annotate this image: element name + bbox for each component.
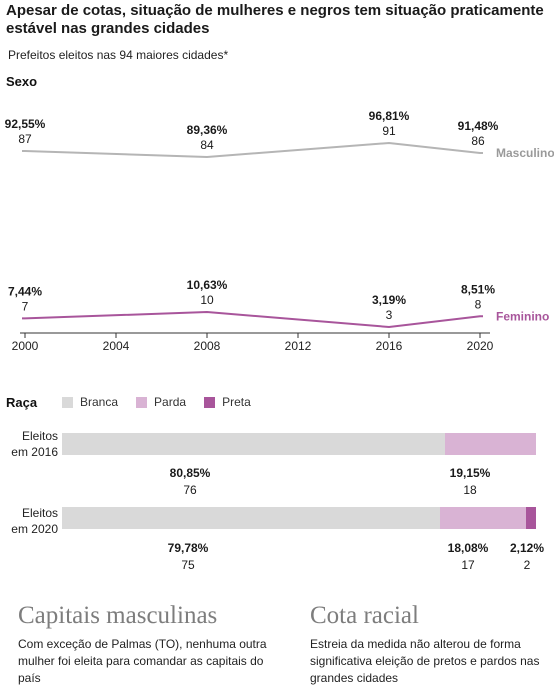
footer-right-text: Estreia da medida não alterou de forma s… xyxy=(310,637,540,685)
data-label-count-masculino-2016: 91 xyxy=(382,124,396,138)
chart-title: Apesar de cotas, situação de mulheres e … xyxy=(6,2,544,37)
bar-label-2020-preta-count: 2 xyxy=(523,558,531,572)
bar-label-2016-branca-pct: 80,85% xyxy=(169,466,211,480)
sex-line-chart: 2000 2004 2008 2012 2016 202092,55%8789,36%84… xyxy=(5,109,554,353)
data-label-pct-masculino-2000: 92,55% xyxy=(5,117,46,131)
data-label-count-feminino-2008: 10 xyxy=(200,293,214,307)
footer-right-heading: Cota racial xyxy=(310,602,419,629)
x-tick-label-2016: 2016 xyxy=(376,339,403,353)
x-tick-label-2000: 2000 xyxy=(12,339,39,353)
footer-left-text: Com exceção de Palmas (TO), nenhuma outr… xyxy=(18,637,267,685)
data-label-pct-masculino-2020: 91,48% xyxy=(458,119,499,133)
bar-label-2016-parda-count: 18 xyxy=(463,483,477,497)
bar-label-2020-parda-count: 17 xyxy=(461,558,475,572)
data-label-pct-masculino-2008: 89,36% xyxy=(187,123,228,137)
x-tick-label-2008: 2008 xyxy=(194,339,221,353)
legend-label-branca: Branca xyxy=(80,395,119,409)
bar-label-2016-branca-count: 76 xyxy=(183,483,197,497)
bar-label-2020-branca-count: 75 xyxy=(181,558,195,572)
bar-row-label-2020: Eleitos em 2020 xyxy=(11,505,58,537)
race-section-label: Raça xyxy=(6,395,38,410)
bar-row-label-2020-line1: Eleitos xyxy=(21,506,58,520)
bar-row-2020 xyxy=(62,507,536,529)
bar-label-2016-parda-pct: 19,15% xyxy=(449,466,491,480)
bar-segment-2020-branca xyxy=(62,507,441,529)
bar-row-label-2016-line2: em 2016 xyxy=(11,445,58,459)
series-name-masculino: Masculino xyxy=(496,146,554,160)
data-label-count-feminino-2020: 8 xyxy=(475,297,482,311)
data-label-count-feminino-2016: 3 xyxy=(386,308,393,322)
legend-swatch-preta xyxy=(204,396,216,408)
series-name-feminino: Feminino xyxy=(496,309,549,323)
data-label-pct-feminino-2016: 3,19% xyxy=(372,293,406,307)
bar-segment-2020-parda xyxy=(440,507,526,529)
bar-label-2020-branca-pct: 79,78% xyxy=(167,541,209,555)
series-line-feminino xyxy=(22,310,483,329)
x-tick-label-2020: 2020 xyxy=(467,339,494,353)
sex-section-label: Sexo xyxy=(6,74,38,89)
bar-label-2020-parda-pct: 18,08% xyxy=(447,541,489,555)
data-label-pct-masculino-2016: 96,81% xyxy=(369,109,410,123)
race-legend: Branca Parda Preta xyxy=(62,395,269,409)
legend-item-parda: Parda xyxy=(136,395,186,409)
bar-row-2016 xyxy=(62,433,536,455)
legend-label-parda: Parda xyxy=(154,395,187,409)
bar-segment-2020-preta xyxy=(525,507,536,529)
x-tick-label-2012: 2012 xyxy=(285,339,312,353)
bar-segment-2016-branca xyxy=(62,433,446,455)
bar-row-label-2016: Eleitos em 2016 xyxy=(11,428,58,460)
legend-label-preta: Preta xyxy=(222,395,251,409)
legend-swatch-branca xyxy=(62,396,73,408)
data-label-pct-feminino-2008: 10,63% xyxy=(187,278,228,292)
bar-row-label-2020-line2: em 2020 xyxy=(11,522,58,536)
x-tick-label-2004: 2004 xyxy=(103,339,130,353)
data-label-count-masculino-2020: 86 xyxy=(471,134,485,148)
bar-row-label-2016-line1: Eleitos xyxy=(21,429,58,443)
chart-subtitle: Prefeitos eleitos nas 94 maiores cidades… xyxy=(8,48,229,62)
bar-label-2020-preta-pct: 2,12% xyxy=(509,541,545,555)
series-line-masculino xyxy=(22,141,483,159)
data-label-pct-feminino-2020: 8,51% xyxy=(461,282,495,296)
data-label-count-masculino-2000: 87 xyxy=(18,132,32,146)
footer-left-heading: Capitais masculinas xyxy=(18,602,218,629)
data-label-pct-feminino-2000: 7,44% xyxy=(8,284,42,298)
legend-item-preta: Preta xyxy=(204,395,251,409)
bar-segment-2016-parda xyxy=(445,433,536,455)
data-label-count-feminino-2000: 7 xyxy=(22,299,29,313)
legend-swatch-parda xyxy=(136,396,148,408)
legend-item-branca: Branca xyxy=(62,395,118,409)
data-label-count-masculino-2008: 84 xyxy=(200,138,214,152)
